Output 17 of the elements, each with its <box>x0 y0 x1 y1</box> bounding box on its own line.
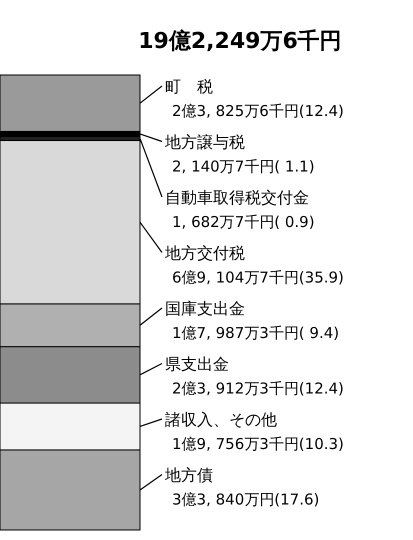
data-label: 1億9, 756万3千円(10.3) <box>172 435 344 453</box>
data-label: 2億3, 912万3千円(12.4) <box>172 380 344 398</box>
data-label: 2億3, 825万6千円(12.4) <box>172 102 344 120</box>
text: 自動車取得税交付金 <box>165 188 309 207</box>
data-label: 2, 140万7千円( 1.1) <box>172 158 315 176</box>
data-label: 3億3, 840万円(17.6) <box>172 490 320 508</box>
series-label: 町 税 <box>165 77 213 96</box>
series-label: 地方債 <box>164 466 213 484</box>
data-label: 1, 682万7千円( 0.9) <box>172 213 315 231</box>
text: 19億2,249万6千円 <box>138 29 342 54</box>
series-label: 県支出金 <box>165 354 229 374</box>
series-label: 国庫支出金 <box>165 299 245 318</box>
data-label: 6億9, 104万7千円(35.9) <box>172 268 344 286</box>
series-label: 地方譲与税 <box>164 132 245 152</box>
series-label: 諸収入、その他 <box>165 410 277 429</box>
series-label: 地方交付税 <box>164 244 245 262</box>
data-label: 1億7, 987万3千円( 9.4) <box>172 324 340 342</box>
